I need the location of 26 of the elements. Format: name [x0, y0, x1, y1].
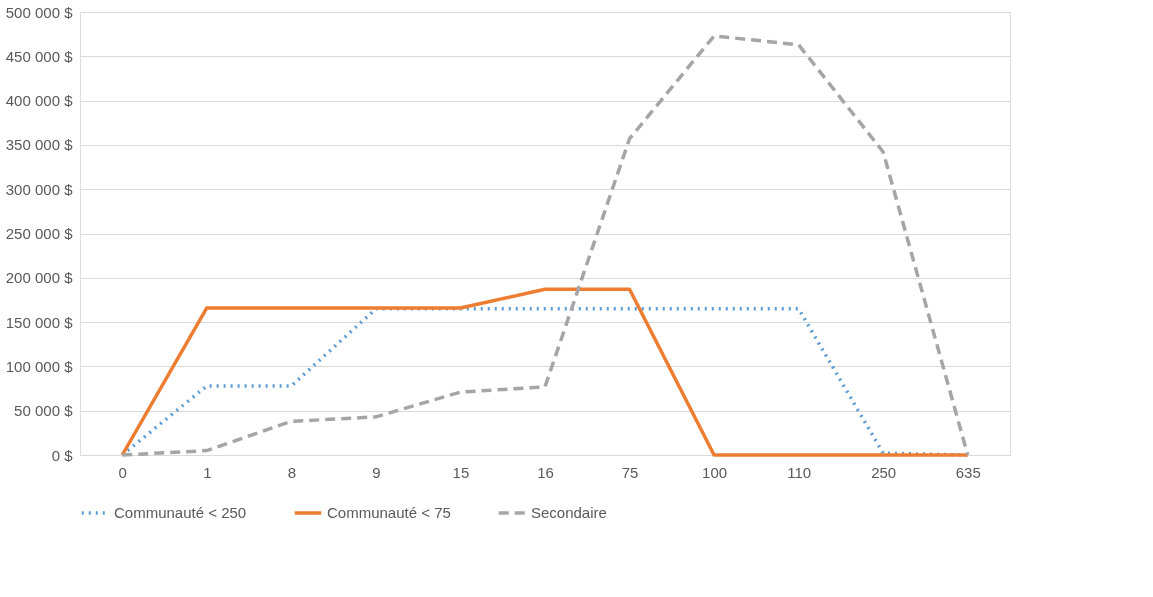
y-tick-label: 100 000 $	[5, 357, 74, 375]
line-series	[120, 34, 970, 457]
x-tick-label: 110	[787, 463, 812, 481]
x-tick-label: 635	[955, 463, 981, 481]
y-tick-label: 50 000 $	[14, 402, 74, 420]
y-tick-label: 500 000 $	[5, 3, 74, 21]
y-tick-label: 0 $	[51, 446, 74, 464]
y-tick-label: 150 000 $	[5, 313, 74, 331]
x-tick-label: 250	[871, 463, 897, 481]
x-tick-label: 1	[203, 463, 212, 481]
y-tick-label: 250 000 $	[5, 225, 74, 242]
x-tick-label: 15	[452, 463, 470, 481]
legend-label: Communauté < 75	[327, 504, 451, 521]
x-tick-label: 0	[118, 463, 127, 481]
x-tick-label: 16	[537, 463, 554, 481]
x-tick-label: 9	[372, 463, 381, 481]
y-tick-label: 450 000 $	[5, 47, 74, 65]
legend-label: Communauté < 250	[114, 504, 247, 521]
y-tick-label: 300 000 $	[5, 180, 74, 198]
x-tick-label: 100	[702, 463, 728, 481]
y-tick-label: 350 000 $	[5, 136, 74, 154]
y-tick-label: 200 000 $	[5, 269, 74, 287]
legend-label: Secondaire	[531, 504, 607, 521]
x-tick-label: 75	[621, 463, 639, 481]
y-tick-label: 400 000 $	[5, 92, 74, 110]
x-tick-label: 8	[287, 463, 297, 481]
